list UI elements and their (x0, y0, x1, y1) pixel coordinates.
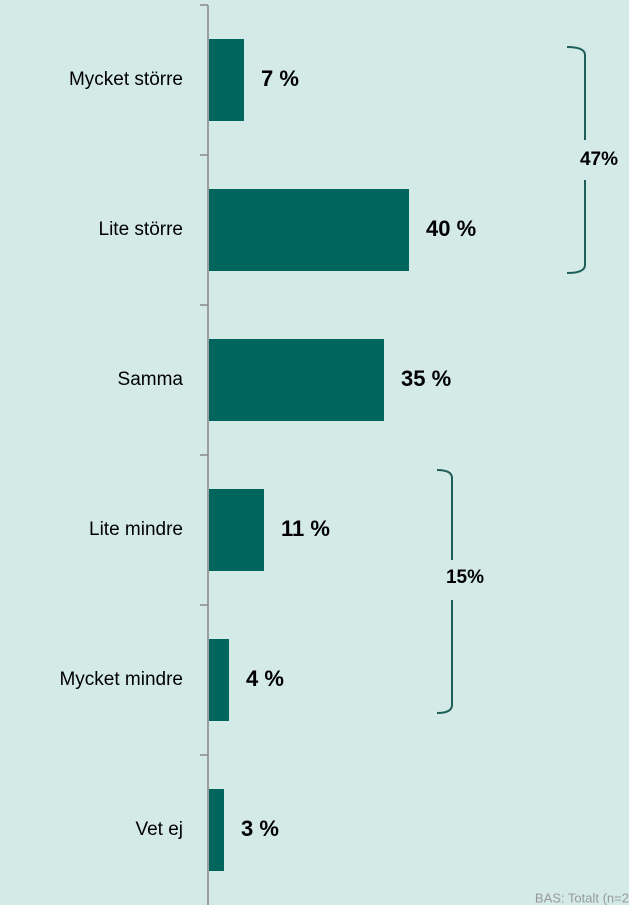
value-label: 7 % (261, 66, 299, 91)
footnote: BAS: Totalt (n=2 (535, 890, 629, 905)
bar (209, 339, 384, 421)
bracket (436, 469, 453, 714)
value-label: 40 % (426, 216, 476, 241)
value-label: 4 % (246, 666, 284, 691)
category-label: Mycket mindre (59, 669, 183, 690)
bar (209, 489, 264, 571)
annotation: 47% (580, 149, 618, 170)
category-label: Lite mindre (89, 519, 183, 540)
bar (209, 789, 224, 871)
bar (209, 189, 409, 271)
category-label: Samma (118, 369, 184, 390)
bracket (566, 46, 586, 274)
annotation: 15% (446, 567, 484, 588)
category-label: Mycket större (69, 69, 183, 90)
category-label: Lite större (99, 219, 183, 240)
bar (209, 639, 229, 721)
value-label: 35 % (401, 366, 451, 391)
value-label: 3 % (241, 816, 279, 841)
bar (209, 39, 244, 121)
category-label: Vet ej (135, 819, 183, 840)
value-label: 11 % (281, 516, 330, 541)
